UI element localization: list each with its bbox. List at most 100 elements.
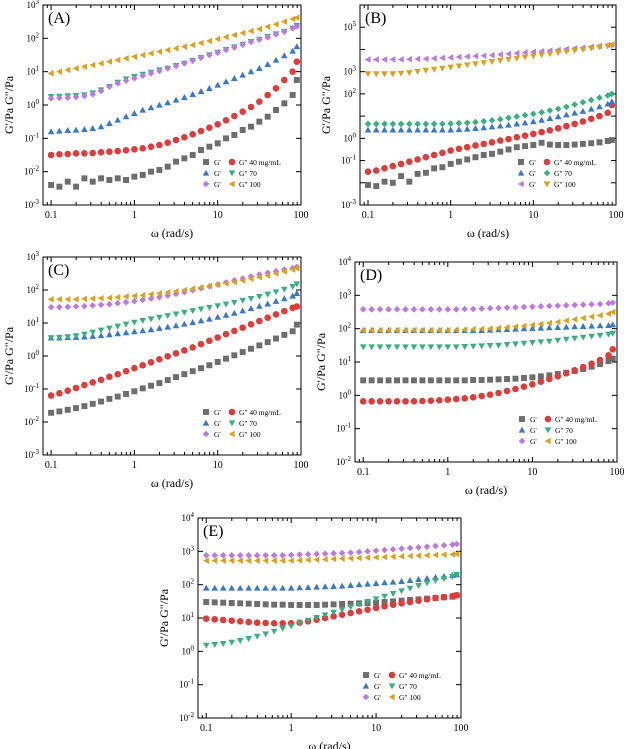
data-point xyxy=(406,120,413,128)
data-point xyxy=(563,103,570,111)
data-point xyxy=(197,306,205,313)
data-point xyxy=(372,580,380,586)
legend-label: G" 70 xyxy=(555,426,573,435)
data-point xyxy=(372,596,380,603)
data-point xyxy=(537,378,545,385)
data-point xyxy=(402,377,409,384)
legend-label: G" 70 xyxy=(239,419,257,428)
data-point xyxy=(272,289,280,296)
data-point xyxy=(512,385,519,393)
x-tick-label: 10 xyxy=(528,210,538,221)
data-point xyxy=(455,145,463,153)
data-point xyxy=(164,289,171,296)
data-point xyxy=(364,580,371,587)
data-point xyxy=(114,56,121,64)
data-point xyxy=(381,546,388,554)
data-point xyxy=(537,320,544,328)
data-point xyxy=(156,67,163,75)
data-point xyxy=(273,335,279,342)
data-point xyxy=(247,27,254,35)
data-point xyxy=(281,331,288,338)
data-point xyxy=(72,333,80,340)
data-point xyxy=(347,582,354,588)
data-point xyxy=(385,398,392,405)
legend-marker xyxy=(518,426,526,433)
y-tick-label: 10-1 xyxy=(24,131,39,143)
y-tick-label: 102 xyxy=(27,31,40,43)
data-point xyxy=(253,619,261,626)
data-point xyxy=(365,182,371,188)
legend-marker xyxy=(228,158,236,166)
data-point xyxy=(596,139,603,146)
data-point xyxy=(293,290,301,296)
data-point xyxy=(56,68,63,75)
data-point xyxy=(197,39,204,47)
data-point xyxy=(389,126,397,133)
data-point xyxy=(359,398,367,405)
data-point xyxy=(131,388,138,395)
data-point xyxy=(173,158,180,165)
legend-marker xyxy=(388,671,396,679)
data-point xyxy=(48,409,55,416)
data-point xyxy=(389,71,397,78)
series xyxy=(47,23,301,100)
legend-label: G' xyxy=(214,169,221,178)
y-tick-label: 100 xyxy=(27,349,40,361)
data-point xyxy=(444,377,451,384)
data-point xyxy=(156,324,163,331)
plot-frame xyxy=(197,517,462,719)
series xyxy=(364,98,616,133)
data-point xyxy=(398,545,405,552)
data-point xyxy=(206,85,213,91)
data-point xyxy=(64,303,72,311)
data-point xyxy=(588,322,595,329)
legend-marker xyxy=(202,180,210,188)
data-point xyxy=(272,31,280,38)
data-point xyxy=(156,290,163,297)
data-point xyxy=(139,327,147,334)
data-point xyxy=(64,295,71,303)
legend-marker xyxy=(519,416,525,422)
data-point xyxy=(305,602,312,608)
plot-frame xyxy=(354,261,618,463)
data-point xyxy=(164,353,172,360)
y-tick-label: 10-3 xyxy=(24,198,39,210)
data-point xyxy=(211,584,219,591)
data-point xyxy=(587,105,595,112)
data-point xyxy=(279,626,286,632)
data-point xyxy=(597,361,604,367)
data-point xyxy=(73,405,80,412)
data-point xyxy=(147,143,155,150)
data-point xyxy=(410,344,418,351)
data-point xyxy=(72,384,80,392)
x-axis-label: ω (rad/s) xyxy=(308,739,350,749)
data-point xyxy=(189,41,196,49)
legend-marker xyxy=(203,409,209,415)
data-point xyxy=(147,290,154,298)
data-point xyxy=(596,300,604,308)
data-point xyxy=(529,340,536,346)
data-point xyxy=(385,327,392,334)
data-point xyxy=(389,162,397,170)
y-axis-label: G'/Pa G"/Pa xyxy=(319,75,333,134)
data-point xyxy=(236,584,244,591)
data-point xyxy=(554,302,562,309)
data-point xyxy=(97,123,105,130)
data-point xyxy=(131,319,138,326)
legend-label: G" 70 xyxy=(399,682,417,691)
data-point xyxy=(89,61,96,69)
x-tick-label: 10 xyxy=(371,723,381,734)
legend-marker xyxy=(202,430,210,438)
data-point xyxy=(181,43,188,50)
data-point xyxy=(270,584,278,591)
data-point xyxy=(247,305,255,312)
data-point xyxy=(122,298,130,306)
data-point xyxy=(164,377,171,384)
data-point xyxy=(447,120,454,127)
data-point xyxy=(139,361,147,369)
data-point xyxy=(609,299,617,306)
data-point xyxy=(513,120,521,127)
data-point xyxy=(239,349,246,356)
data-point xyxy=(106,58,113,65)
data-point xyxy=(478,305,485,312)
